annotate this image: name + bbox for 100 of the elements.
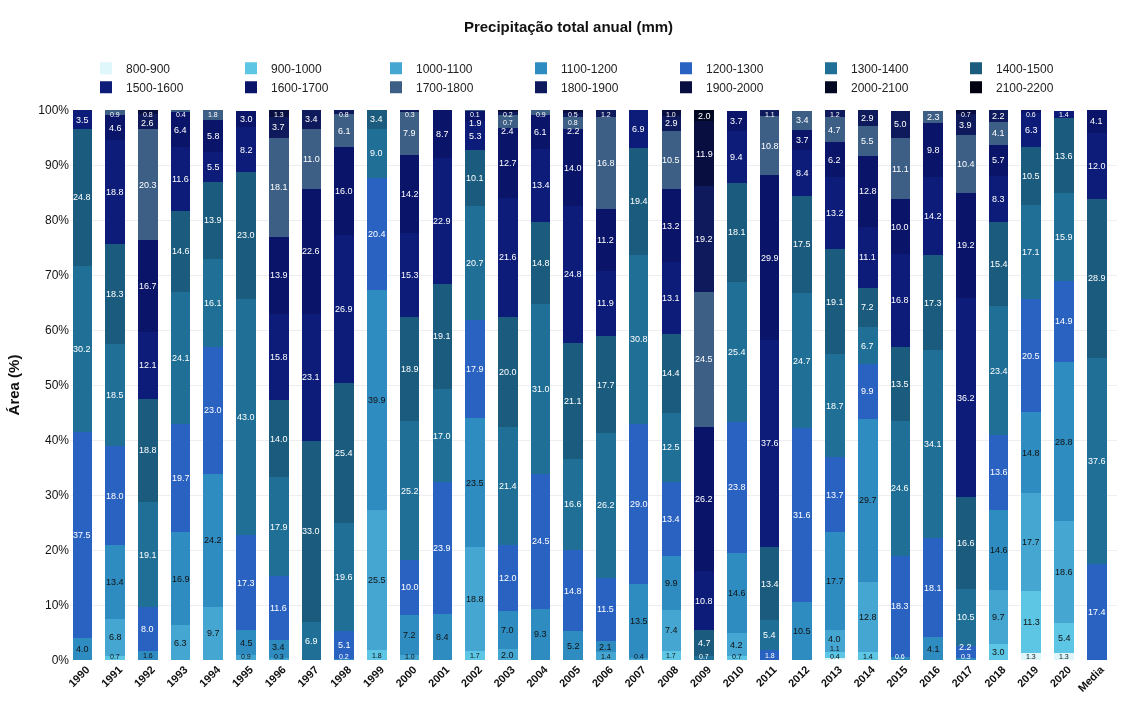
data-label: 6.3 [174,638,187,648]
bar [792,150,813,197]
bar [432,388,453,483]
data-label: 13.6 [990,467,1008,477]
data-label: 2.2 [959,642,972,652]
data-label: 20.5 [1022,351,1040,361]
bar [170,211,191,292]
data-label: 3.4 [305,114,318,124]
bar [825,532,845,630]
data-label: 29.7 [859,495,877,505]
data-label: 29.9 [761,253,779,263]
data-label: 2.4 [501,126,514,136]
bar [923,177,943,256]
legend-label: 900-1000 [271,61,323,76]
bar [432,283,453,389]
data-label: 5.4 [763,630,776,640]
data-label: 22.6 [302,246,320,256]
bar [563,110,584,113]
data-label: 14.8 [532,258,550,268]
bar [825,142,845,177]
data-label: 17.7 [597,380,615,390]
bar [432,613,453,660]
data-label: 12.1 [139,360,157,370]
data-label: 25.5 [368,575,386,585]
data-label: 23.5 [466,478,484,488]
data-label: 4.1 [1090,116,1103,126]
bar [367,128,387,179]
data-label: 13.2 [662,221,680,231]
data-label: 11.3 [1023,617,1040,627]
data-label: 31.6 [793,510,811,520]
data-label: 9.3 [534,629,547,639]
bar [497,426,518,545]
data-label: 3.9 [959,120,972,130]
bar [465,150,485,206]
bar [1086,357,1107,565]
bar [694,426,714,571]
data-label: 16.6 [564,499,582,509]
data-label: 10.5 [793,626,811,636]
bar [203,182,224,259]
data-label: 4.5 [240,638,253,648]
bar [890,138,911,200]
data-label: 5.2 [567,641,580,651]
bar [563,631,584,660]
bar [1054,280,1074,363]
data-label: 6.4 [174,125,187,135]
bar [792,111,813,130]
bar [726,552,747,634]
data-label: 15.3 [401,270,419,280]
data-label: 17.1 [1022,247,1040,257]
legend-label: 2100-2200 [996,80,1054,95]
data-label: 7.2 [403,630,416,640]
bar [661,609,682,651]
data-label: 15.4 [990,259,1008,269]
data-label: 6.7 [861,341,874,351]
bar [105,545,125,619]
data-label: 20.3 [139,180,157,190]
bar [988,122,1009,145]
bar [825,116,845,143]
data-label: 3.4 [272,642,285,652]
data-label: 15.9 [1055,232,1073,242]
bar [530,148,551,223]
data-label: 9.9 [665,578,678,588]
data-label: 28.8 [1055,437,1073,447]
bar [105,446,125,546]
bar [956,192,976,299]
bar [497,198,518,317]
data-label: 2.6 [141,118,154,128]
data-label: 24.8 [564,269,582,279]
bar [203,473,224,607]
data-label: 11.6 [270,603,287,613]
bar [334,383,354,524]
data-label: 16.1 [204,298,222,308]
bar [1086,198,1107,358]
bar [367,110,387,129]
y-tick-label: 10% [44,598,70,613]
data-label: 1.9 [469,118,482,128]
data-label: 12.0 [1088,161,1106,171]
y-tick-label: 0% [51,653,70,668]
bar [236,630,256,656]
bar [988,590,1009,644]
data-label: 14.4 [662,368,680,378]
data-label: 6.8 [109,632,122,642]
data-label: 25.4 [335,448,353,458]
data-label: 13.9 [204,215,222,225]
data-label: 8.3 [992,194,1005,204]
data-label: 37.5 [73,530,91,540]
data-label: 26.2 [695,494,713,504]
bar [596,577,616,641]
legend-label: 800-900 [126,61,171,76]
bar [1021,110,1042,113]
data-label: 13.5 [891,379,909,389]
data-label: 18.3 [106,289,124,299]
bar [596,209,616,271]
data-label: 14.6 [172,246,190,256]
data-label: 18.9 [401,364,419,374]
data-label: 9.4 [730,152,743,162]
bar [1054,623,1074,653]
data-label: 13.1 [662,293,680,303]
bar [825,354,845,458]
bar [530,608,551,660]
